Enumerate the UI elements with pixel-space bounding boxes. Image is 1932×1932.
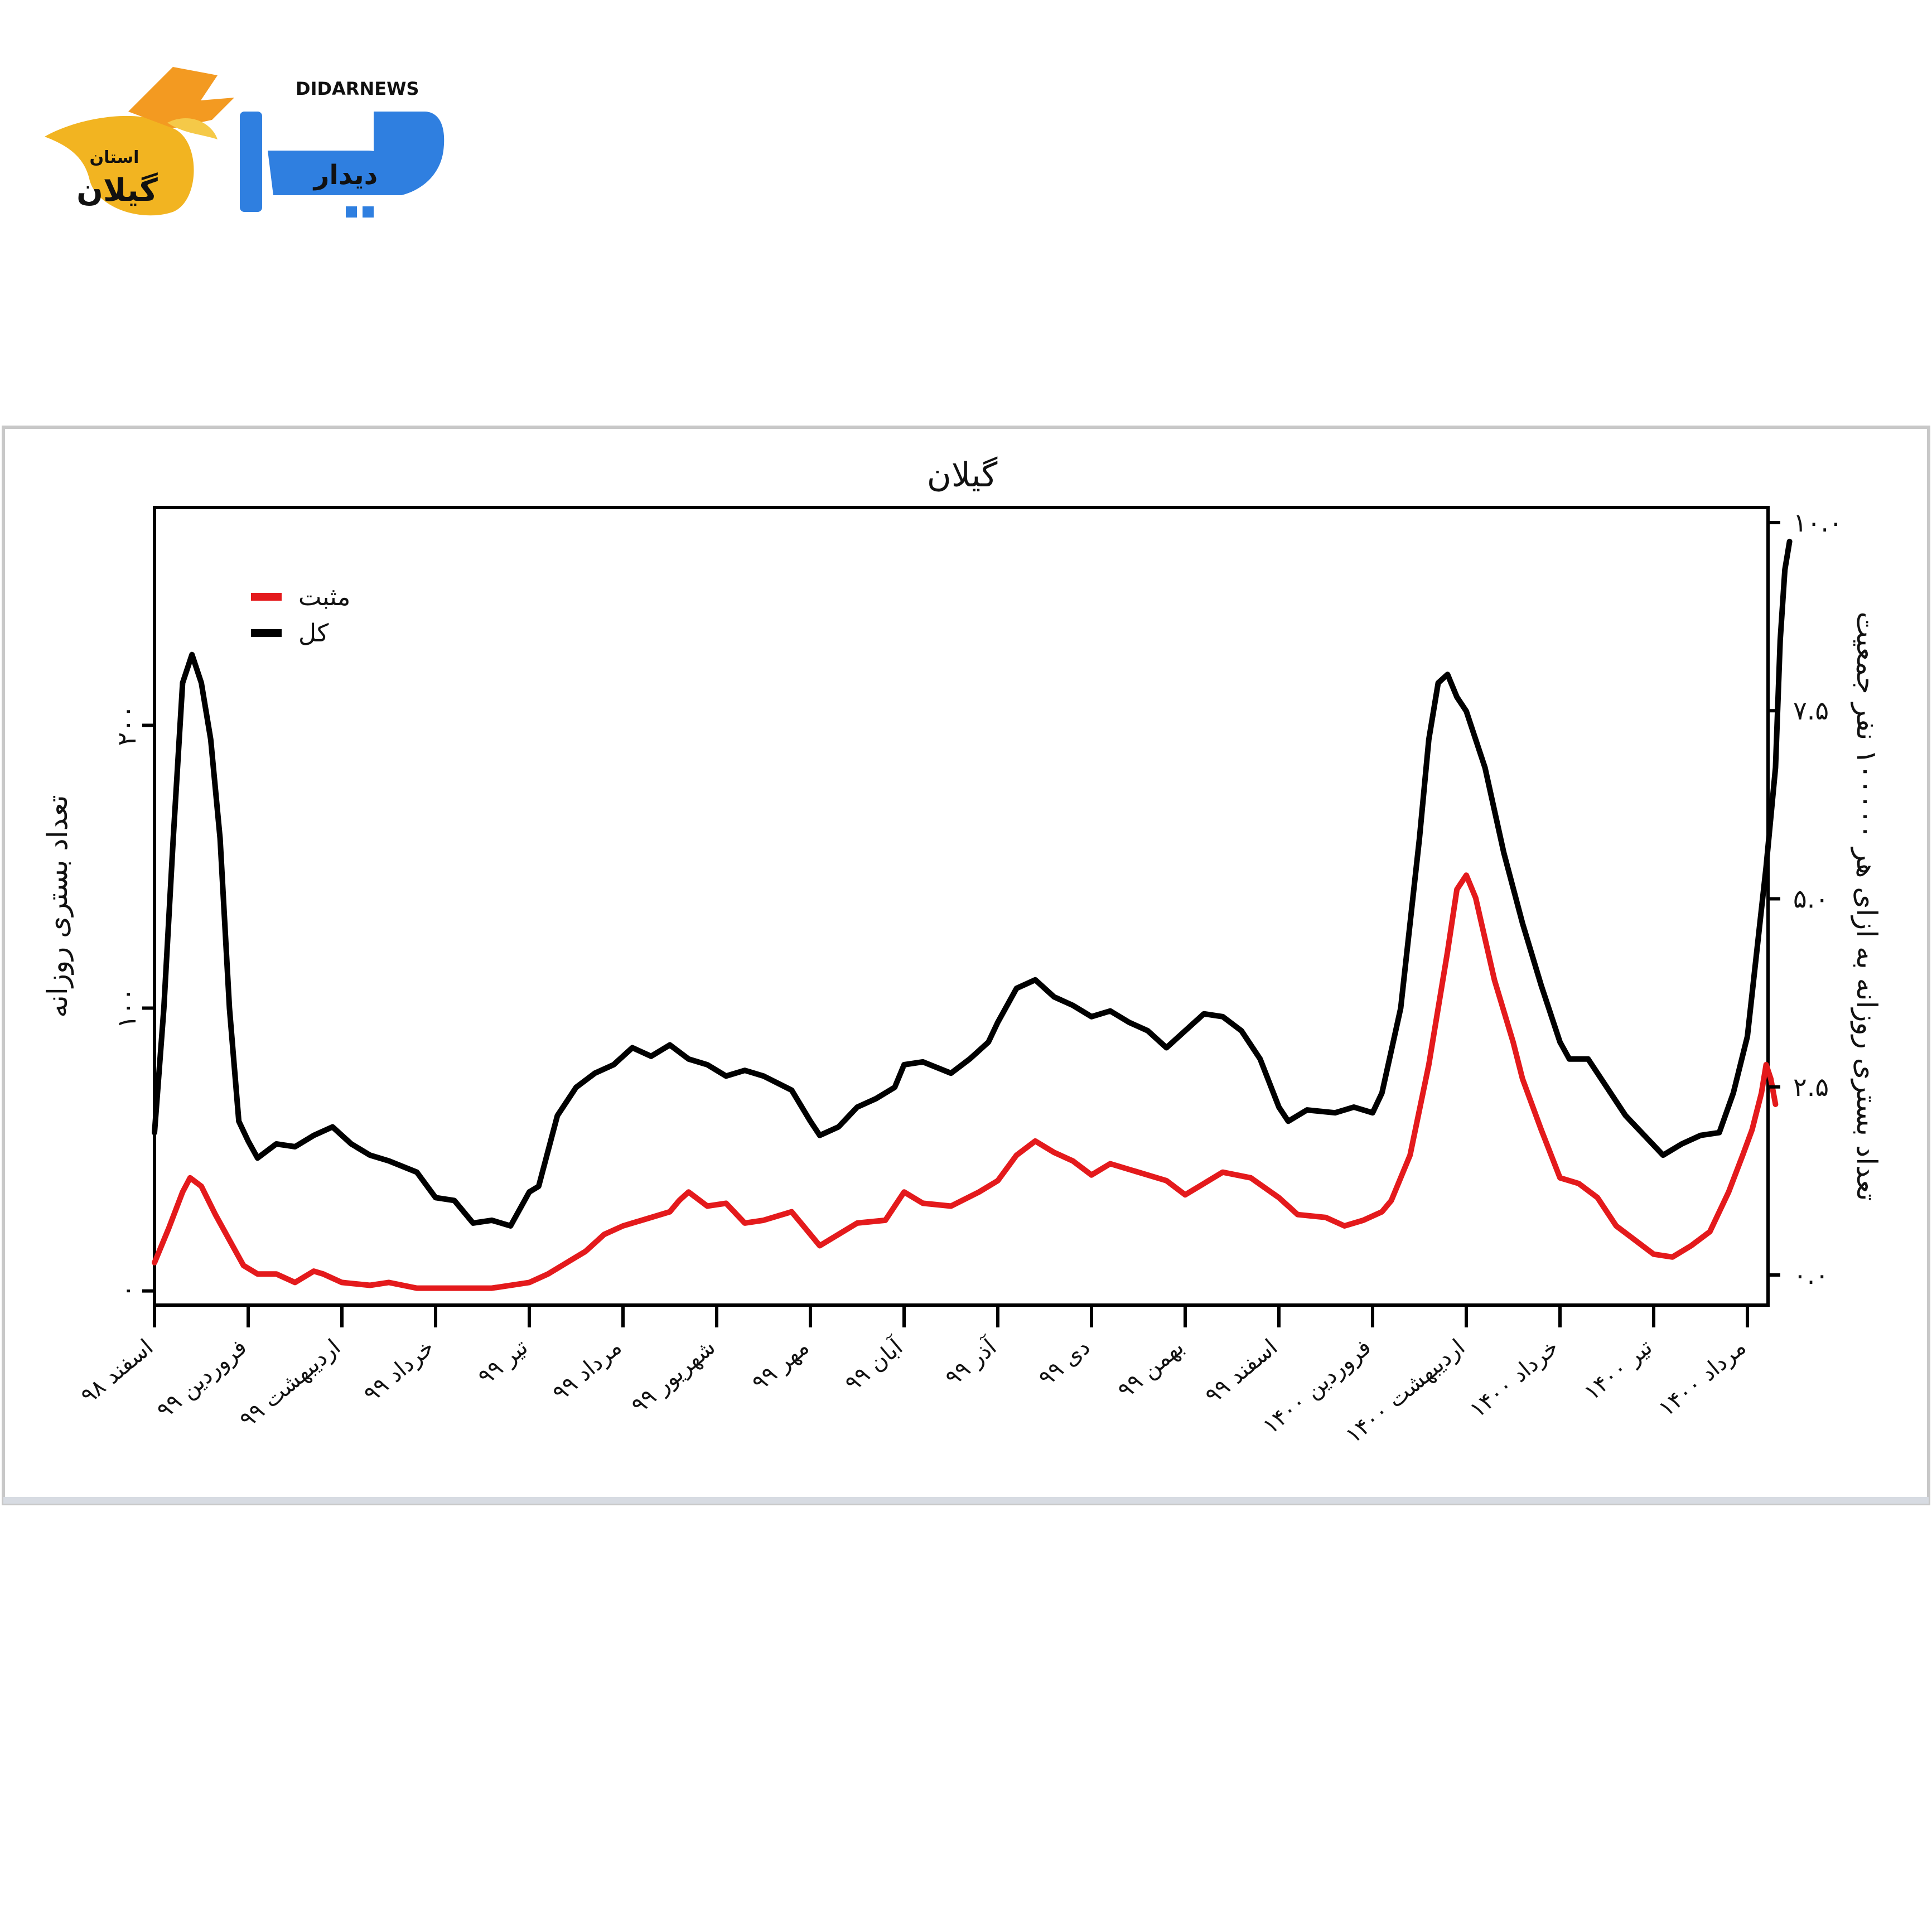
y-left-tick-label: ۲۰۰ [112, 704, 142, 746]
didarnews-logo: DIDARNEWS دیدار استان گیلان [45, 67, 445, 218]
y-axis-label-right: تعداد بستری روزانه به ازای هر ۱۰۰۰۰۰ نفر… [1850, 612, 1883, 1201]
y-axis-label-left: تعداد بستری روزانه [41, 795, 74, 1018]
chart-window-border [2, 426, 1930, 1505]
window-bottom-edge [3, 1497, 1929, 1504]
y-left-tick-label: ۰ [112, 1284, 142, 1298]
series-line-positive [152, 872, 1779, 1291]
logo-brand-latin: DIDARNEWS [296, 78, 419, 99]
plot-area [153, 506, 1770, 1307]
y-right-tick-label: ۲.۵ [1793, 1072, 1829, 1102]
logo-brand-persian: دیدار [313, 160, 378, 191]
logo-subtitle-top: استان [90, 148, 139, 167]
series-layer [152, 538, 1793, 1291]
logo-bird-icon [45, 67, 234, 216]
y-right-tick-label: ۰.۰ [1793, 1260, 1829, 1290]
legend-label-total: کل [298, 619, 329, 648]
y-right-tick-label: ۱۰.۰ [1793, 508, 1843, 538]
logo-wordmark-shape [240, 112, 445, 218]
series-line-total [152, 538, 1793, 1229]
y-right-tick-label: ۷.۵ [1793, 695, 1829, 726]
chart-title: گیلان [927, 456, 998, 495]
y-right-tick-label: ۵.۰ [1793, 884, 1829, 914]
logo-subtitle-bottom: گیلان [76, 172, 158, 209]
legend-label-positive: مثبت [298, 583, 350, 611]
legend: مثبت کل [251, 583, 350, 648]
y-left-tick-label: ۱۰۰ [112, 987, 142, 1028]
